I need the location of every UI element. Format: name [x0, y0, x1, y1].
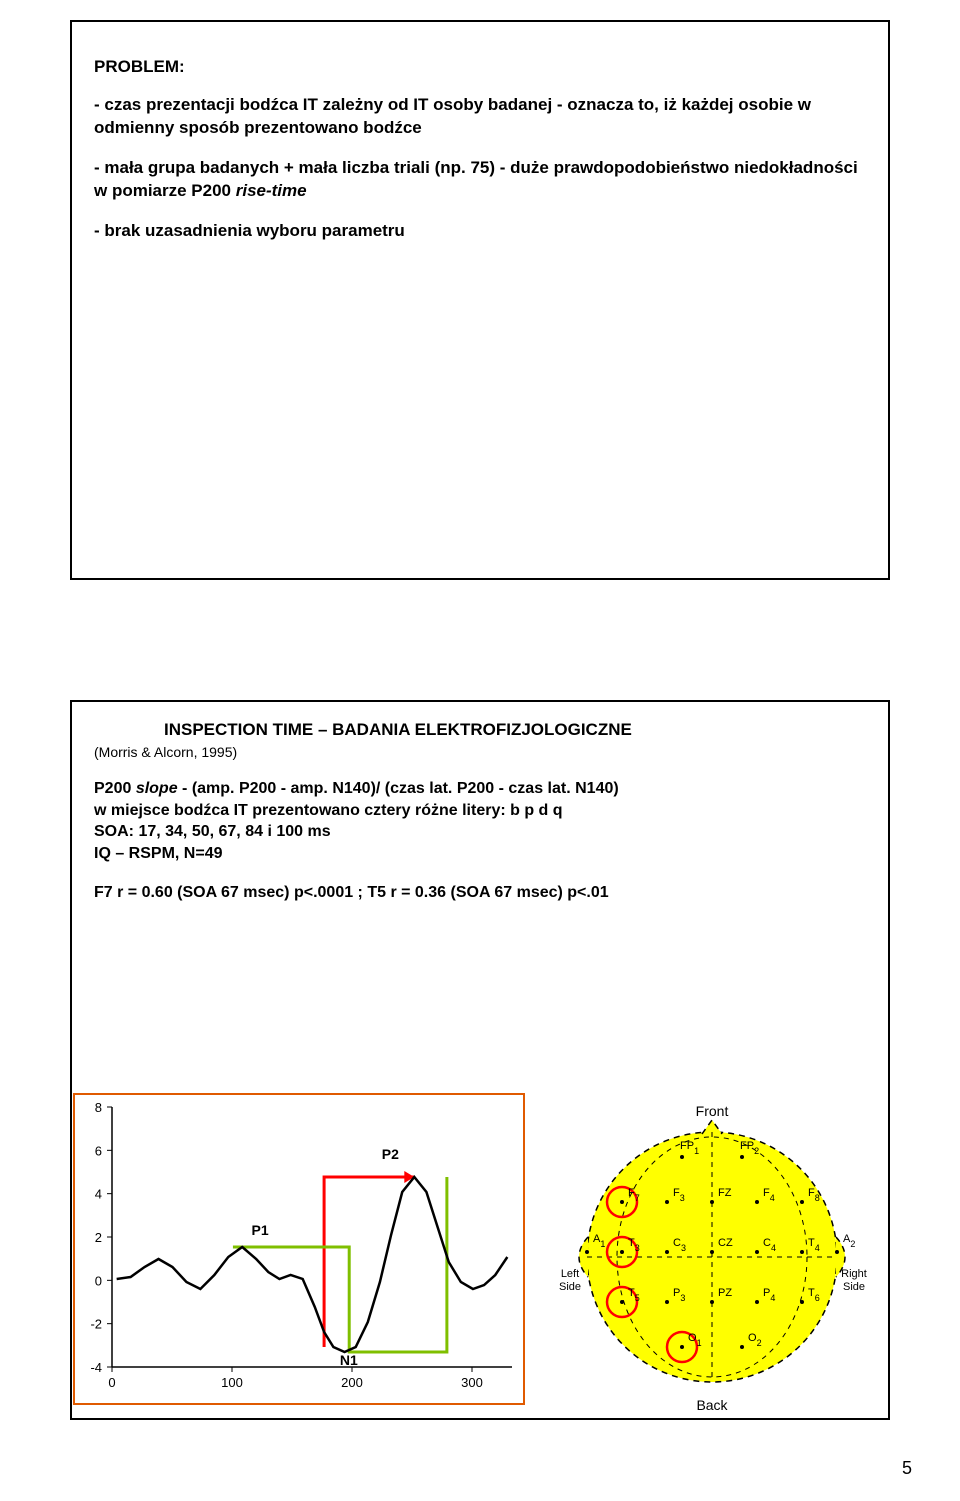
svg-text:0: 0 [108, 1375, 115, 1390]
iq-line: IQ – RSPM, N=49 [94, 843, 866, 865]
stimuli-line: w miejsce bodźca IT prezentowano cztery … [94, 800, 866, 822]
reference: (Morris & Alcorn, 1995) [94, 744, 866, 760]
problem-title: PROBLEM: [94, 57, 866, 77]
left-side-label2: Side [559, 1281, 581, 1293]
svg-text:A2: A2 [843, 1233, 855, 1249]
rise-time-italic: rise-time [236, 181, 307, 200]
svg-text:0: 0 [95, 1273, 102, 1288]
svg-text:6: 6 [95, 1143, 102, 1158]
green-step-path [233, 1177, 447, 1352]
svg-text:8: 8 [95, 1100, 102, 1115]
label-n1: N1 [340, 1352, 358, 1368]
left-ear [579, 1237, 588, 1277]
left-side-label: Left [561, 1268, 579, 1280]
svg-text:-4: -4 [90, 1360, 102, 1375]
figure-wrap: 86420-2-4 0100200300 P1 P2 N1 Fron [72, 1092, 892, 1432]
svg-text:200: 200 [341, 1375, 363, 1390]
problem-para-1: - czas prezentacji bodźca IT zależny od … [94, 94, 866, 140]
chart-frame [74, 1094, 524, 1404]
correlation-line: F7 r = 0.60 (SOA 67 msec) p<.0001 ; T5 r… [94, 882, 866, 904]
svg-text:4: 4 [95, 1187, 102, 1202]
right-side-label2: Side [843, 1281, 865, 1293]
y-ticks: 8 6 4 2 0 -2 -4 [90, 1100, 112, 1375]
p200-slope-line: P200 slope - (amp. P200 - amp. N140)/ (c… [94, 778, 866, 800]
label-p1: P1 [252, 1222, 269, 1238]
page-number: 5 [902, 1458, 912, 1479]
l1b: slope [136, 780, 178, 797]
right-side-label: Right [841, 1268, 867, 1280]
svg-text:100: 100 [221, 1375, 243, 1390]
svg-text:2: 2 [95, 1230, 102, 1245]
inspection-box: INSPECTION TIME – BADANIA ELEKTROFIZJOLO… [70, 700, 890, 1420]
svg-text:-2: -2 [90, 1317, 102, 1332]
front-label: Front [696, 1103, 729, 1119]
svg-text:PZ: PZ [718, 1287, 732, 1299]
erp-chart: 8 6 4 2 0 -2 -4 0 100 200 300 P1 P2 N1 [90, 1100, 512, 1390]
problem-para-2a: - mała grupa badanych + mała liczba tria… [94, 158, 858, 200]
x-ticks: 0 100 200 300 [108, 1367, 482, 1390]
soa-line: SOA: 17, 34, 50, 67, 84 i 100 ms [94, 821, 866, 843]
l1a: P200 [94, 780, 136, 797]
svg-text:300: 300 [461, 1375, 483, 1390]
problem-box: PROBLEM: - czas prezentacji bodźca IT za… [70, 20, 890, 580]
back-label: Back [696, 1397, 728, 1413]
svg-text:FZ: FZ [718, 1187, 732, 1199]
svg-text:CZ: CZ [718, 1237, 733, 1249]
head-diagram: Front Back Left Side Right Side [559, 1103, 867, 1413]
label-p2: P2 [382, 1146, 399, 1162]
section-title: INSPECTION TIME – BADANIA ELEKTROFIZJOLO… [164, 720, 866, 740]
problem-para-3: - brak uzasadnienia wyboru parametru [94, 220, 866, 243]
problem-para-2: - mała grupa badanych + mała liczba tria… [94, 157, 866, 203]
nose-shape [702, 1120, 722, 1134]
erp-waveform [117, 1177, 508, 1352]
l1c: - (amp. P200 - amp. N140)/ (czas lat. P2… [178, 780, 619, 797]
erp-and-head-svg: 86420-2-4 0100200300 P1 P2 N1 Fron [72, 1092, 892, 1432]
